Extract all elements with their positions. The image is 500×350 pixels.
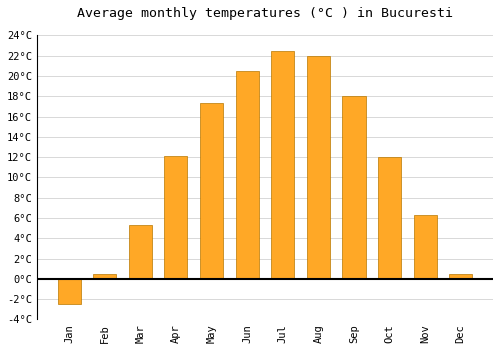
Bar xyxy=(271,51,294,279)
Bar xyxy=(449,274,472,279)
Bar xyxy=(58,279,80,304)
Bar xyxy=(414,215,436,279)
Title: Average monthly temperatures (°C ) in Bucuresti: Average monthly temperatures (°C ) in Bu… xyxy=(77,7,453,20)
Bar xyxy=(378,157,401,279)
Bar xyxy=(200,103,223,279)
Bar xyxy=(93,274,116,279)
Bar xyxy=(164,156,188,279)
Bar xyxy=(307,56,330,279)
Bar xyxy=(236,71,258,279)
Bar xyxy=(342,96,365,279)
Bar xyxy=(128,225,152,279)
